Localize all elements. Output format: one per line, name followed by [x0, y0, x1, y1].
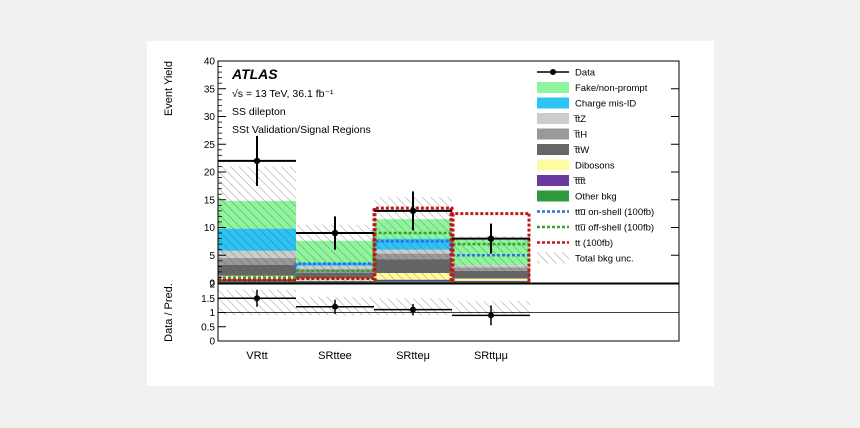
- legend-label: Fake/non-prompt: [575, 83, 648, 94]
- y-axis-label: Event Yield: [163, 61, 175, 116]
- plot-panel: 0 5 10 15 20 25 30 35 40 0 0.5 1 1.5 2 VRtt SRttee SRtte…: [147, 41, 714, 386]
- ratio-point: [254, 295, 260, 302]
- legend-label: t̅tt̅t: [573, 176, 586, 187]
- legend-swatch: [550, 69, 556, 75]
- y-tick-label: 30: [204, 112, 216, 123]
- legend-swatch: [537, 144, 569, 155]
- legend-label: Dibosons: [575, 161, 615, 172]
- data-point: [409, 207, 417, 215]
- legend-label: Charge mis-ID: [575, 99, 636, 110]
- legend-swatch: [537, 190, 569, 202]
- signal-line: [218, 231, 530, 279]
- ratio-tick-label: 0: [209, 337, 215, 348]
- legend-swatch: [537, 82, 569, 93]
- legend-label: tt (100fb): [575, 238, 613, 249]
- legend-label: t̅tW: [573, 145, 589, 156]
- data-point: [253, 157, 261, 165]
- chart: 0 5 10 15 20 25 30 35 40 0 0.5 1 1.5 2 VRtt SRttee SRtte…: [163, 57, 680, 362]
- legend-swatch: [537, 97, 569, 109]
- legend-swatch: [537, 159, 569, 171]
- ratio-tick-label: 2: [209, 280, 215, 291]
- bar-segment: [452, 281, 530, 283]
- data-point: [331, 229, 339, 237]
- x-tick-label: VRtt: [246, 350, 267, 362]
- y-tick-label: 35: [204, 84, 216, 95]
- bar-segment: [452, 280, 530, 282]
- legend-swatch: [537, 175, 569, 186]
- x-tick-label: SRttμμ: [474, 350, 508, 362]
- legend-label: Other bkg: [575, 192, 617, 203]
- ratio-axis-label: Data / Pred.: [163, 283, 175, 342]
- bar-segment: [374, 281, 452, 283]
- x-tick-label: SRttee: [318, 350, 352, 362]
- data-point: [487, 235, 495, 242]
- ratio-point: [488, 312, 494, 319]
- x-tick-label: SRtteμ: [396, 350, 430, 362]
- legend-label: t̅tH: [573, 130, 587, 141]
- bar-segment: [452, 278, 530, 281]
- legend-label: ttu̅ off-shell (100fb): [575, 223, 654, 234]
- annotation: √s = 13 TeV, 36.1 fb⁻¹: [232, 88, 334, 100]
- legend-label: t̅tZ: [573, 114, 586, 125]
- y-tick-label: 0: [209, 279, 215, 290]
- y-tick-label: 10: [204, 223, 216, 234]
- annotation: SSt Validation/Signal Regions: [232, 124, 371, 136]
- legend-label: ttu̅ on-shell (100fb): [575, 207, 654, 218]
- ratio-point: [332, 303, 338, 310]
- legend-swatch: [537, 128, 569, 140]
- annotation: SS dilepton: [232, 106, 286, 118]
- ratio-point: [410, 306, 416, 313]
- ratio-tick-label: 1.5: [201, 294, 215, 305]
- y-tick-label: 20: [204, 168, 216, 179]
- y-tick-label: 25: [204, 140, 216, 151]
- y-tick-label: 40: [204, 57, 216, 68]
- y-tick-label: 5: [209, 251, 215, 262]
- experiment-label: ATLAS: [231, 66, 278, 82]
- ratio-tick-label: 1: [209, 308, 215, 319]
- legend-label: Data: [575, 68, 596, 79]
- legend-swatch: [537, 113, 569, 124]
- bar-segment: [218, 281, 296, 283]
- legend-label: Total bkg unc.: [575, 254, 634, 265]
- ratio-tick-label: 0.5: [201, 322, 215, 333]
- legend-swatch: [537, 252, 569, 264]
- y-tick-label: 15: [204, 195, 216, 206]
- bar-segment: [374, 279, 452, 282]
